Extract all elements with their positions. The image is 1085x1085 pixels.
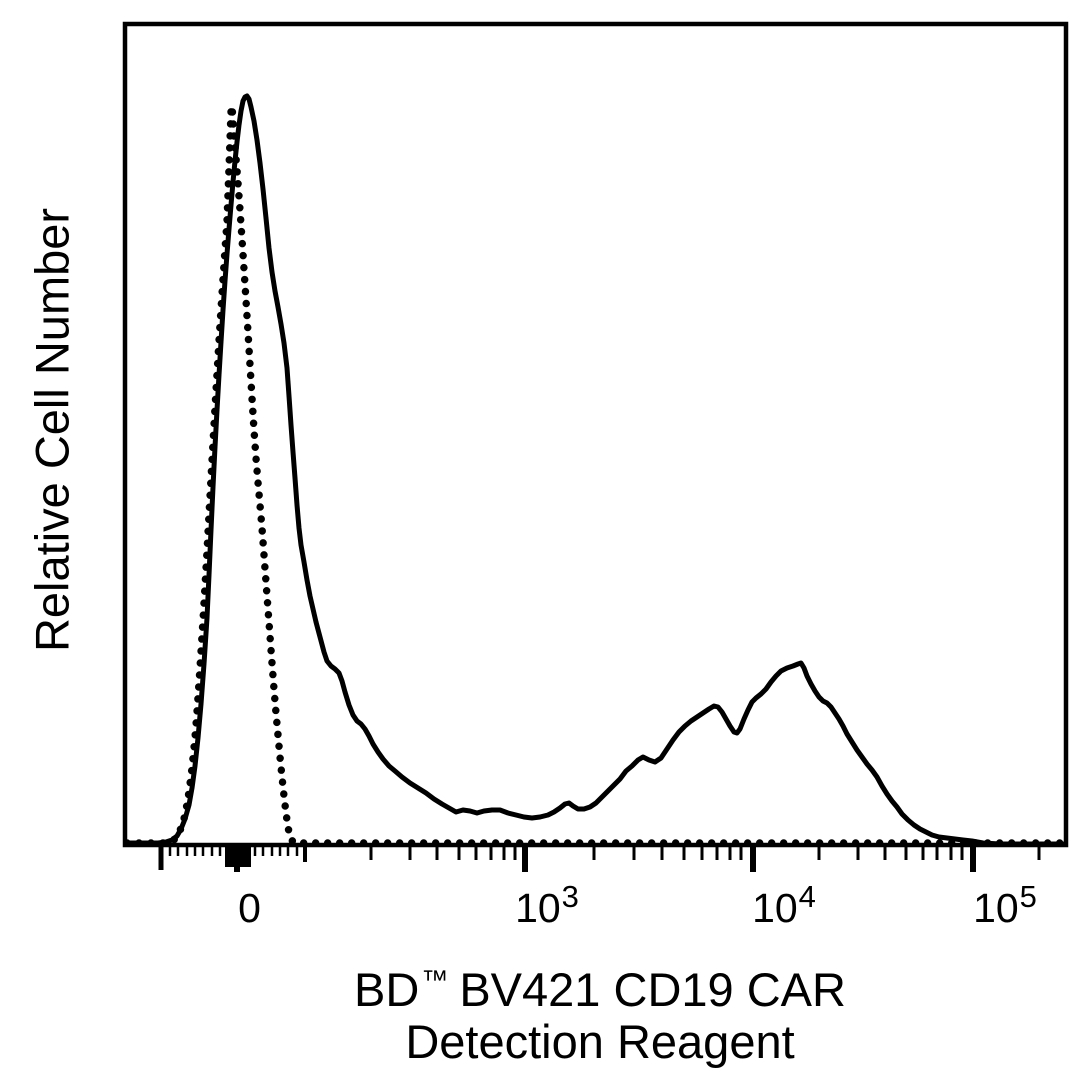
x-tick-label-10e5: 105 xyxy=(973,881,1037,931)
dotted-curve xyxy=(123,102,1067,847)
x-tick-base: 10 xyxy=(752,885,798,931)
solid-curve xyxy=(124,93,1066,847)
axis-frame xyxy=(122,21,1069,848)
x-axis-ticks xyxy=(158,846,1041,872)
x-tick-base: 0 xyxy=(238,885,261,931)
y-axis-label: Relative Cell Number xyxy=(25,207,79,653)
x-tick-exponent: 4 xyxy=(798,879,816,914)
histogram-curves xyxy=(123,93,1067,847)
x-axis-title-line1: BD™ BV421 CD19 CAR xyxy=(354,966,846,1013)
trademark-symbol: ™ xyxy=(421,965,450,995)
product-text: BV421 CD19 CAR xyxy=(459,963,846,1016)
x-tick-base: 10 xyxy=(973,885,1019,931)
x-tick-label-zero: 0 xyxy=(238,888,262,929)
x-axis-title-line2: Detection Reagent xyxy=(405,1015,795,1068)
x-tick-label-10e3: 103 xyxy=(515,881,579,931)
x-tick-exponent: 3 xyxy=(561,879,579,914)
x-tick-exponent: 5 xyxy=(1019,879,1037,914)
brand-text: BD xyxy=(354,963,420,1016)
x-tick-base: 10 xyxy=(515,885,561,931)
x-tick-label-10e4: 104 xyxy=(752,881,816,931)
